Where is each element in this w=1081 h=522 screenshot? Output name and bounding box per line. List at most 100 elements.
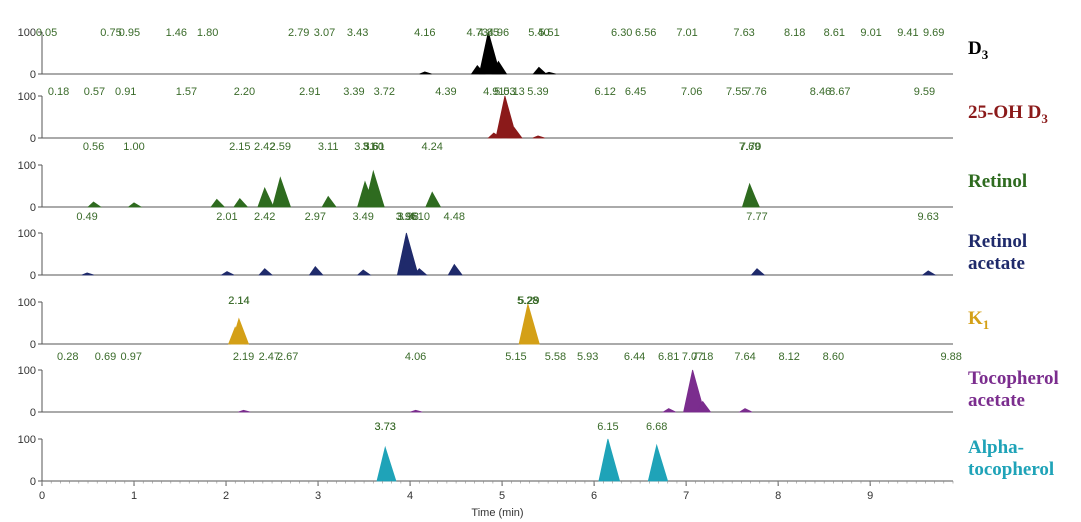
peak-rt-label: 5.28 [517,295,538,307]
peak-rt-label: 6.81 [658,351,679,363]
peak-rt-label: 2.91 [299,86,320,98]
peak [491,60,508,75]
y-tick-label: 0 [30,476,36,488]
peak-rt-label: 0.28 [57,351,78,363]
peak-rt-label: 5.03 [494,86,515,98]
peak-rt-label: 0.69 [95,351,116,363]
peak-rt-label: 2.42 [254,211,275,223]
peak-rt-label: 1.80 [197,27,218,39]
peak-rt-label: 6.15 [597,421,618,433]
peak [743,187,761,208]
y-tick-label: 0 [30,270,36,282]
peak-rt-label: 7.64 [734,351,755,363]
peak-rt-label: 7.76 [745,86,766,98]
peak-rt-label: 6.45 [625,86,646,98]
peak-rt-label: 7.01 [676,27,697,39]
peak-rt-label: 2.15 [229,141,250,153]
peak-rt-label: 7.55 [726,86,747,98]
peak-rt-label: 5.51 [538,27,559,39]
y-tick-label: 0 [30,407,36,419]
peak-rt-label: 7.06 [681,86,702,98]
compound-name: Retinol [968,231,1028,252]
peak-rt-label: 0.18 [48,86,69,98]
peak-rt-label: 2.47 [259,351,280,363]
peak [410,409,423,413]
peak-rt-label: 3.60 [363,141,384,153]
compound-name-line2: acetate [968,253,1025,274]
y-tick-label: 100 [18,228,36,240]
peak-rt-label: 4.73 [467,27,488,39]
peak-rt-label: 0.49 [76,211,97,223]
peak-rt-label: 5.28 [517,295,538,307]
peak-rt-label: 3.73 [375,421,396,433]
peak-rt-label: 7.70 [740,141,761,153]
peak-rt-label: 8.18 [784,27,805,39]
compound-subscript: 3 [1041,110,1048,126]
peak-rt-label: 3.43 [347,27,368,39]
compound-name: K [968,308,983,329]
panel-6: 100 0 0.28 0.69 0.97 2.19 2.472.67 4.06 5.15 5.58… [18,351,962,419]
peak-rt-label: 3.96 [396,211,417,223]
peak [366,178,385,208]
y-tick-label: 0 [30,202,36,214]
compound-name: Alpha- [968,437,1024,458]
panel-3: 100 0 0.56 1.00 2.15 2.422.59 3.11 3.513.603.61… [18,141,953,214]
peak-rt-label: 3.72 [374,86,395,98]
peak-rt-label: 4.16 [414,27,435,39]
peak-rt-label: 4.48 [444,211,465,223]
peak-rt-label: 3.11 [318,141,339,153]
peak-rt-label: 4.39 [435,86,456,98]
peak [271,176,292,208]
peak-rt-label: 3.51 [354,141,375,153]
x-tick-label: 2 [223,490,229,502]
compound-name: 25-OH D [968,102,1042,123]
x-tick-label: 1 [131,490,137,502]
peak [647,443,669,482]
x-tick-label: 4 [407,490,413,502]
peak-rt-label: 3.61 [363,141,384,153]
peak [321,195,337,208]
peak [495,95,518,139]
peak [425,191,442,208]
peak [532,135,545,139]
peak-rt-label: 3.49 [352,211,373,223]
peak-rt-label: 2.79 [288,27,309,39]
peak [738,408,753,413]
peak [921,270,937,276]
peak-rt-label: 8.60 [823,351,844,363]
peak [400,248,419,276]
peak-rt-label: 3.98 [398,211,419,223]
peak-rt-label: 5.93 [577,351,598,363]
peak [478,31,501,75]
y-tick-label: 0 [30,69,36,81]
peak [127,202,143,208]
peak-rt-label: 8.61 [824,27,845,39]
peak-rt-label: 1.57 [176,86,197,98]
x-tick-label: 3 [315,490,321,502]
peak [598,438,621,482]
peak-rt-label: 6.30 [611,27,632,39]
compound-label: Alpha-tocopherol [968,437,1054,481]
peak-rt-label: 8.12 [778,351,799,363]
peak-rt-label: 5.40 [528,27,549,39]
peak-rt-label: 6.68 [646,421,667,433]
peak-rt-label: 0.95 [119,27,140,39]
peak-rt-label: 5.13 [503,86,524,98]
peak-rt-label: 6.56 [635,27,656,39]
peak-rt-label: 9.59 [914,86,935,98]
peak-rt-label: 1.46 [166,27,187,39]
peak-rt-label: 7.07 [682,351,703,363]
peak [220,271,235,276]
peak-rt-label: 0.05 [36,27,57,39]
peak-rt-label: 2.14 [228,295,249,307]
peak-rt-label: 3.39 [343,86,364,98]
peak [210,198,226,208]
y-tick-label: 100 [18,91,36,103]
peak [532,66,548,75]
peak [507,126,523,139]
peak-rt-label: 9.63 [917,211,938,223]
compound-label: Retinol [968,171,1027,193]
peak-rt-label: 0.57 [84,86,105,98]
